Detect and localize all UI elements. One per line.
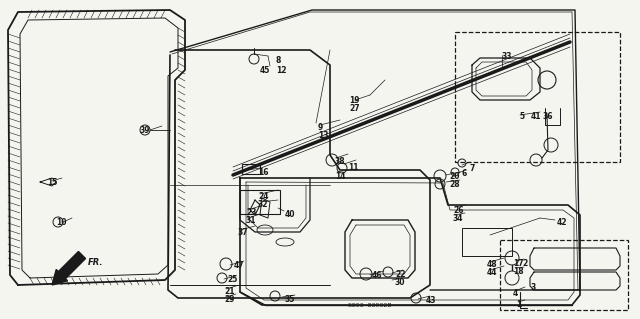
Text: 24: 24 [258, 192, 269, 201]
Text: 3: 3 [531, 283, 536, 292]
Text: 33: 33 [502, 52, 513, 61]
Text: 5: 5 [519, 112, 524, 121]
Text: 21: 21 [224, 287, 234, 296]
Text: 7: 7 [469, 164, 474, 173]
Text: 26: 26 [453, 206, 463, 215]
Text: SE03  83902B: SE03 83902B [348, 303, 392, 308]
Text: 28: 28 [449, 180, 460, 189]
Text: 14: 14 [335, 172, 346, 181]
Text: 39: 39 [140, 126, 150, 135]
Text: FR.: FR. [88, 258, 104, 267]
Text: 25: 25 [227, 275, 237, 284]
Text: 20: 20 [449, 172, 460, 181]
Text: 46: 46 [372, 271, 383, 280]
Text: 2: 2 [522, 259, 527, 268]
Text: 48: 48 [487, 260, 498, 269]
Text: 17: 17 [513, 259, 524, 268]
Text: 22: 22 [395, 270, 406, 279]
Text: 12: 12 [276, 66, 287, 75]
Text: 13: 13 [318, 131, 328, 140]
Text: 27: 27 [349, 104, 360, 113]
Text: 37: 37 [238, 228, 248, 237]
Text: 43: 43 [426, 296, 436, 305]
Bar [500, 240, 628, 310]
Text: 42: 42 [557, 218, 568, 227]
FancyArrow shape [52, 251, 86, 285]
Text: 31: 31 [246, 216, 257, 225]
Text: 44: 44 [487, 268, 497, 277]
Text: 6: 6 [461, 169, 467, 178]
Text: 15: 15 [47, 178, 58, 187]
Text: 11: 11 [348, 163, 358, 172]
Text: 36: 36 [543, 112, 554, 121]
Text: 47: 47 [234, 261, 244, 270]
Text: 45: 45 [260, 66, 270, 75]
Text: 38: 38 [335, 157, 346, 166]
Text: 8: 8 [276, 56, 282, 65]
Text: 35: 35 [285, 295, 296, 304]
Bar [240, 190, 280, 214]
Bar [242, 164, 260, 174]
Bar [455, 32, 620, 162]
Text: 9: 9 [318, 123, 323, 132]
Text: 29: 29 [224, 295, 234, 304]
Bar [462, 228, 512, 256]
Text: 41: 41 [531, 112, 541, 121]
Text: 34: 34 [453, 214, 463, 223]
Text: 18: 18 [513, 267, 524, 276]
Text: 40: 40 [285, 210, 296, 219]
Text: 32: 32 [258, 200, 269, 209]
Text: 23: 23 [246, 208, 257, 217]
Text: 30: 30 [395, 278, 406, 287]
Text: 16: 16 [258, 168, 269, 177]
Text: 1: 1 [516, 300, 521, 309]
Text: 19: 19 [349, 96, 360, 105]
Text: 10: 10 [56, 218, 67, 227]
Text: 4: 4 [513, 289, 518, 298]
